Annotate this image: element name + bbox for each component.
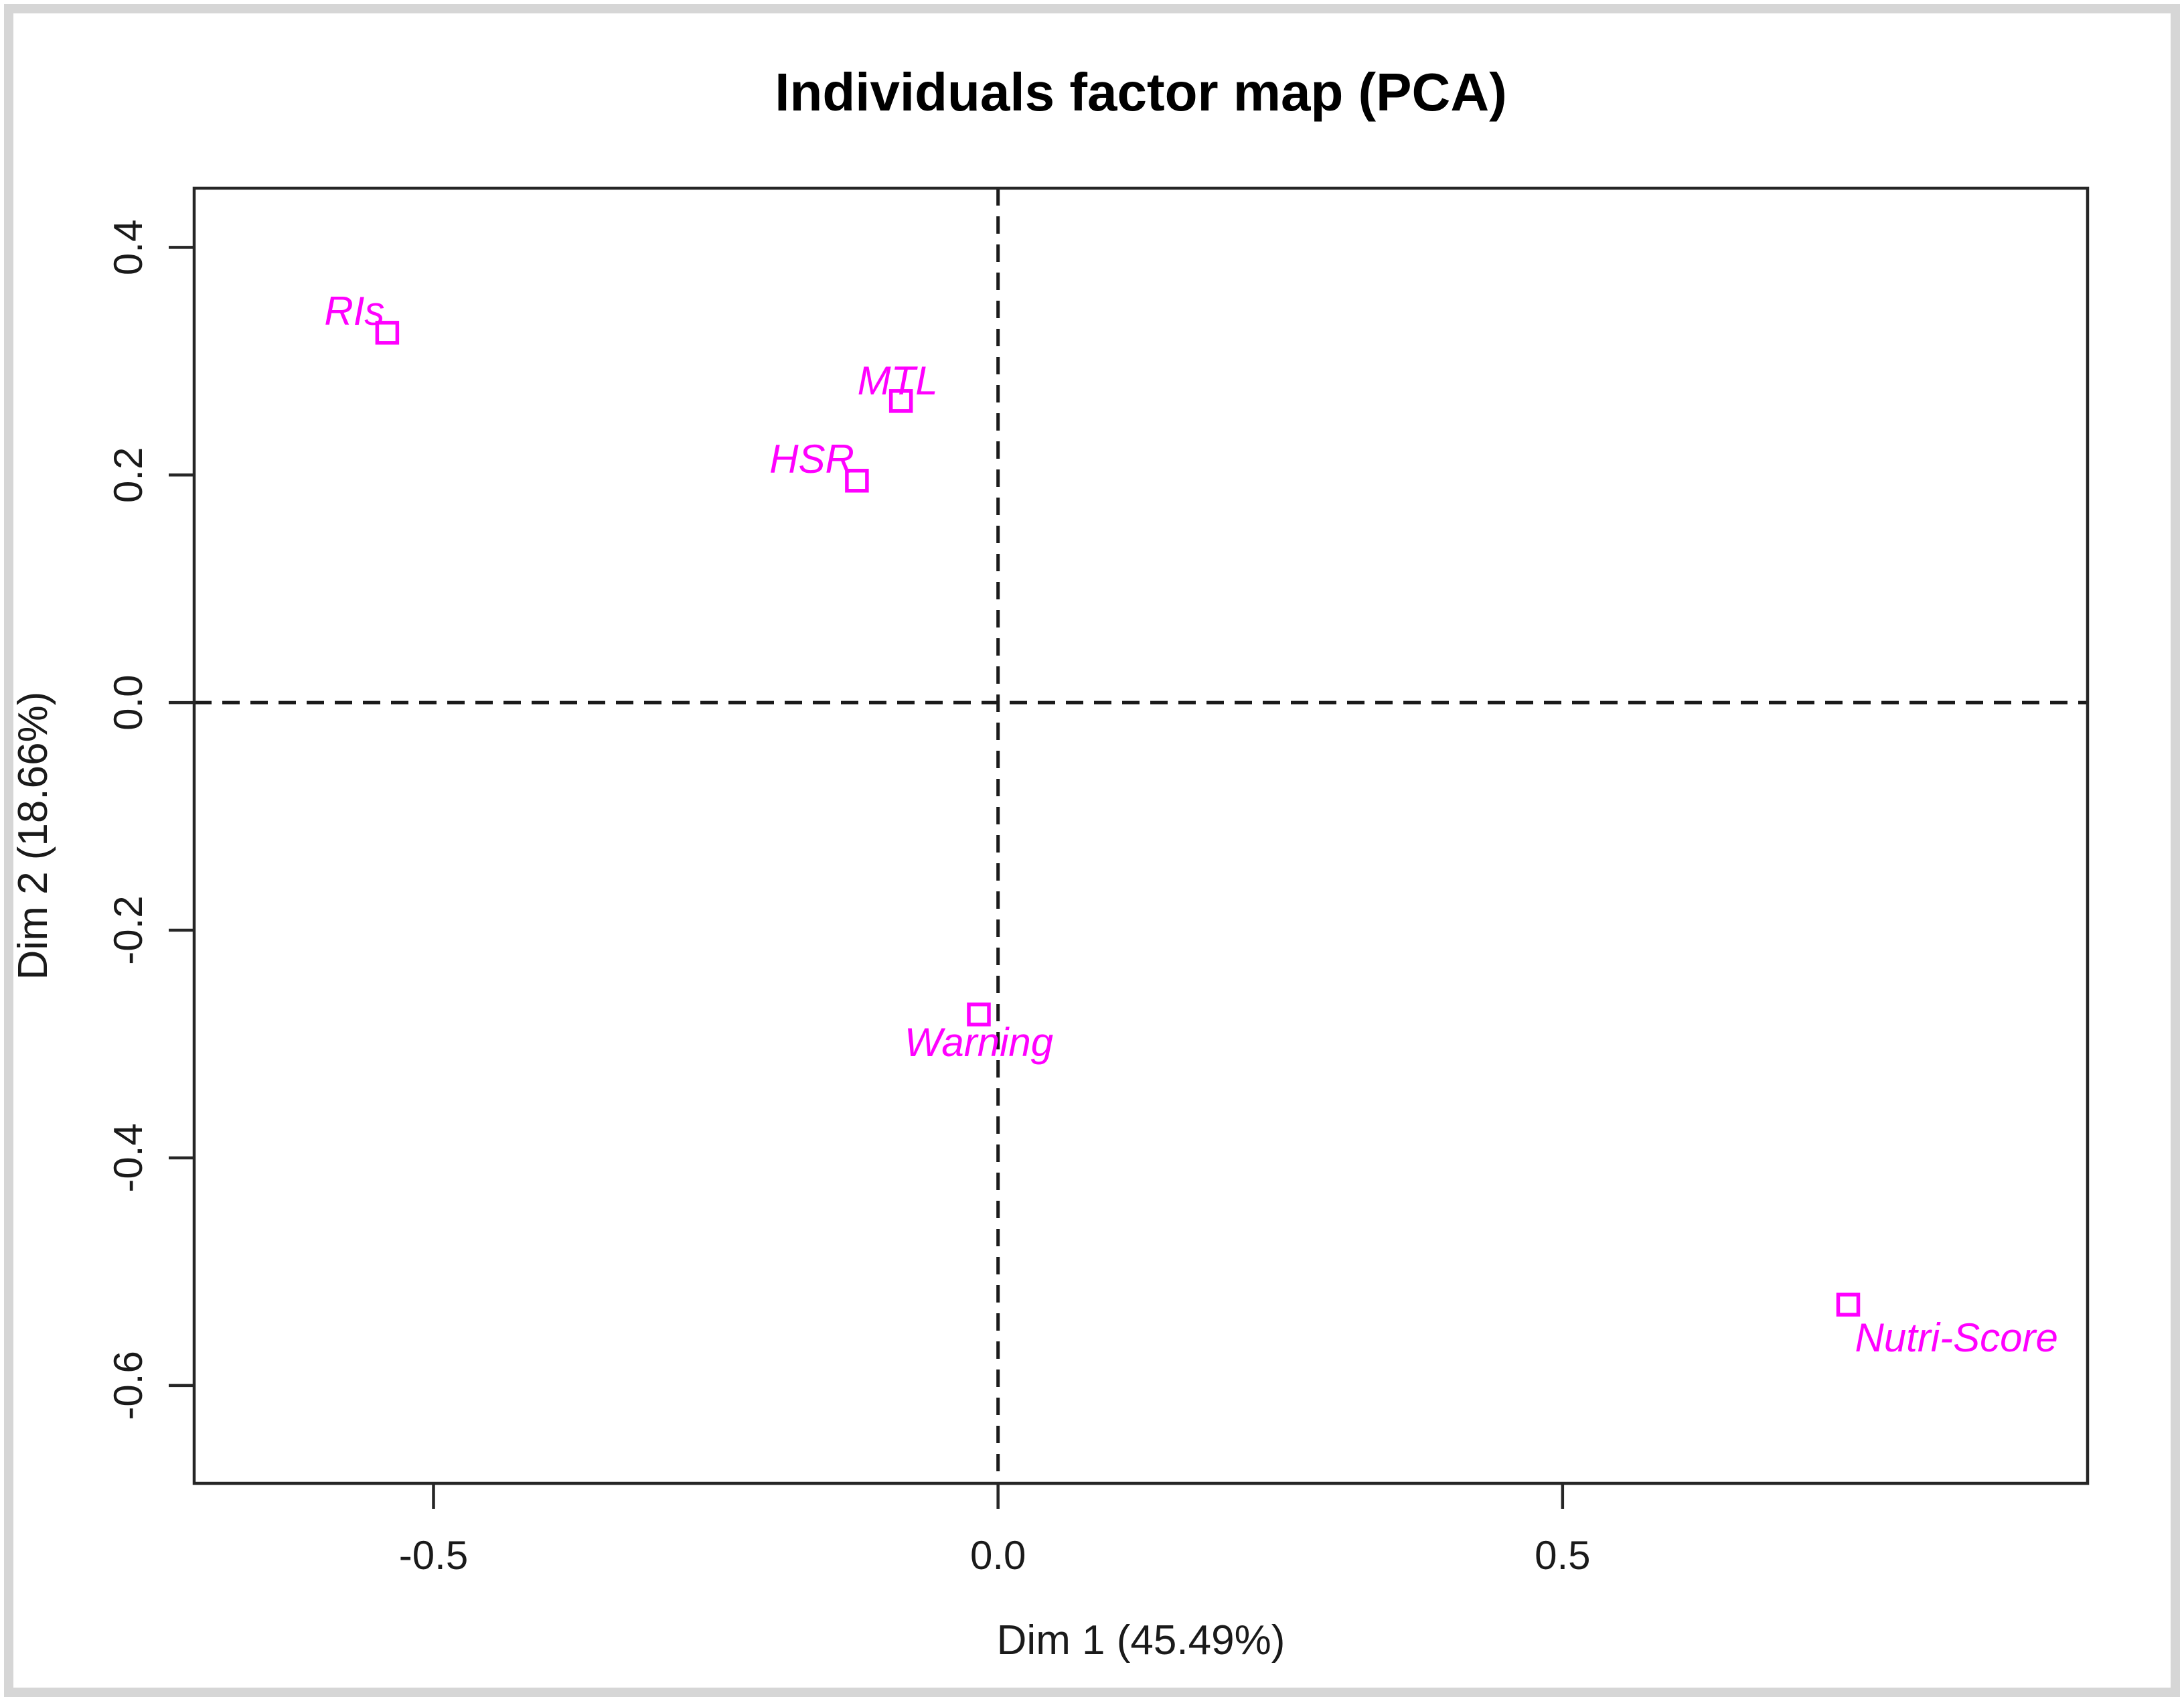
data-point-warning bbox=[967, 1003, 991, 1027]
data-point-label-warning: Warning bbox=[905, 1020, 1053, 1065]
data-point-ris bbox=[375, 321, 400, 345]
x-axis-label: Dim 1 (45.49%) bbox=[997, 1617, 1285, 1663]
y-axis-tick-label: -0.4 bbox=[106, 1123, 151, 1192]
y-axis-label: Dim 2 (18.66%) bbox=[10, 692, 56, 980]
y-axis-tick-label: -0.6 bbox=[106, 1351, 151, 1420]
y-axis-tick-label: -0.2 bbox=[106, 895, 151, 964]
x-axis-tick-label: -0.5 bbox=[399, 1533, 468, 1578]
data-point-nutri-score bbox=[1836, 1292, 1861, 1317]
y-axis-tick-label: 0.4 bbox=[106, 220, 151, 275]
data-point-label-mtl: MTL bbox=[858, 358, 938, 403]
data-point-label-hsr: HSR bbox=[769, 437, 854, 482]
y-axis-tick-label: 0.0 bbox=[106, 674, 151, 730]
x-axis-tick-label: 0.0 bbox=[970, 1533, 1026, 1578]
data-point-label-ris: RIs bbox=[324, 289, 384, 334]
y-axis-tick-label: 0.2 bbox=[106, 447, 151, 503]
data-point-hsr bbox=[845, 469, 869, 493]
figure-frame bbox=[4, 4, 2180, 1697]
data-point-mtl bbox=[888, 389, 913, 413]
plot-border bbox=[192, 186, 2090, 1485]
chart-title: Individuals factor map (PCA) bbox=[775, 62, 1506, 122]
x-axis-tick-label: 0.5 bbox=[1535, 1533, 1590, 1578]
data-point-label-nutri-score: Nutri-Score bbox=[1855, 1315, 2057, 1360]
